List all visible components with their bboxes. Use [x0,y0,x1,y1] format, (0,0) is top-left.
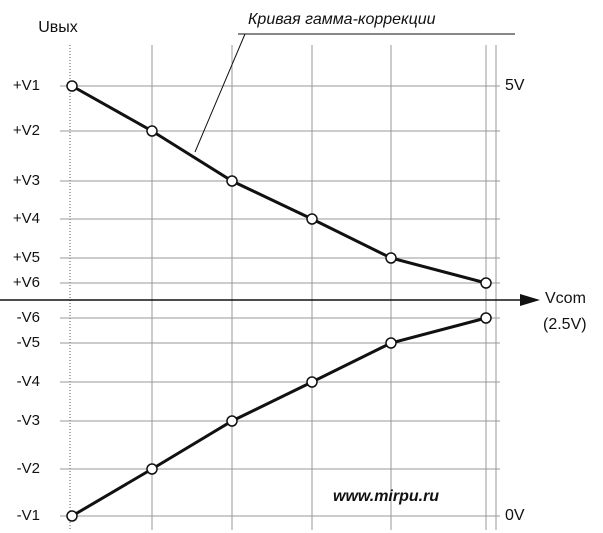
axis-label: Uвых [38,19,78,36]
curve-bottom [71,316,487,518]
right-top: 5V [505,77,525,94]
level-label: +V4 [13,210,40,227]
point [146,125,158,137]
point [146,463,158,475]
level-label: -V4 [17,373,40,390]
x-axis-label: Vcom [545,290,586,307]
level-label: +V6 [13,274,40,291]
point [385,337,397,349]
points [66,80,492,522]
point [226,415,238,427]
watermark: www.mirpu.ru [333,488,439,505]
level-label: -V6 [17,309,40,326]
level-label: -V1 [17,507,40,524]
curve-top [71,84,487,285]
point [306,376,318,388]
point [306,213,318,225]
caption: Кривая гамма-коррекции [248,11,436,28]
h-grid [60,85,500,517]
level-label: -V2 [17,460,40,477]
level-label: +V3 [13,172,40,189]
point [66,510,78,522]
leader-line [194,33,246,153]
grid [0,45,540,530]
level-label: +V2 [13,122,40,139]
point [226,175,238,187]
level-label: -V3 [17,412,40,429]
point [480,277,492,289]
point [66,80,78,92]
axis-arrow [520,294,540,306]
right-bottom: 0V [505,507,525,524]
level-label: +V1 [13,77,40,94]
point [480,312,492,324]
point [385,252,397,264]
level-label: -V5 [17,334,40,351]
level-label: +V5 [13,249,40,266]
x-axis-sublabel: (2.5V) [543,316,587,333]
